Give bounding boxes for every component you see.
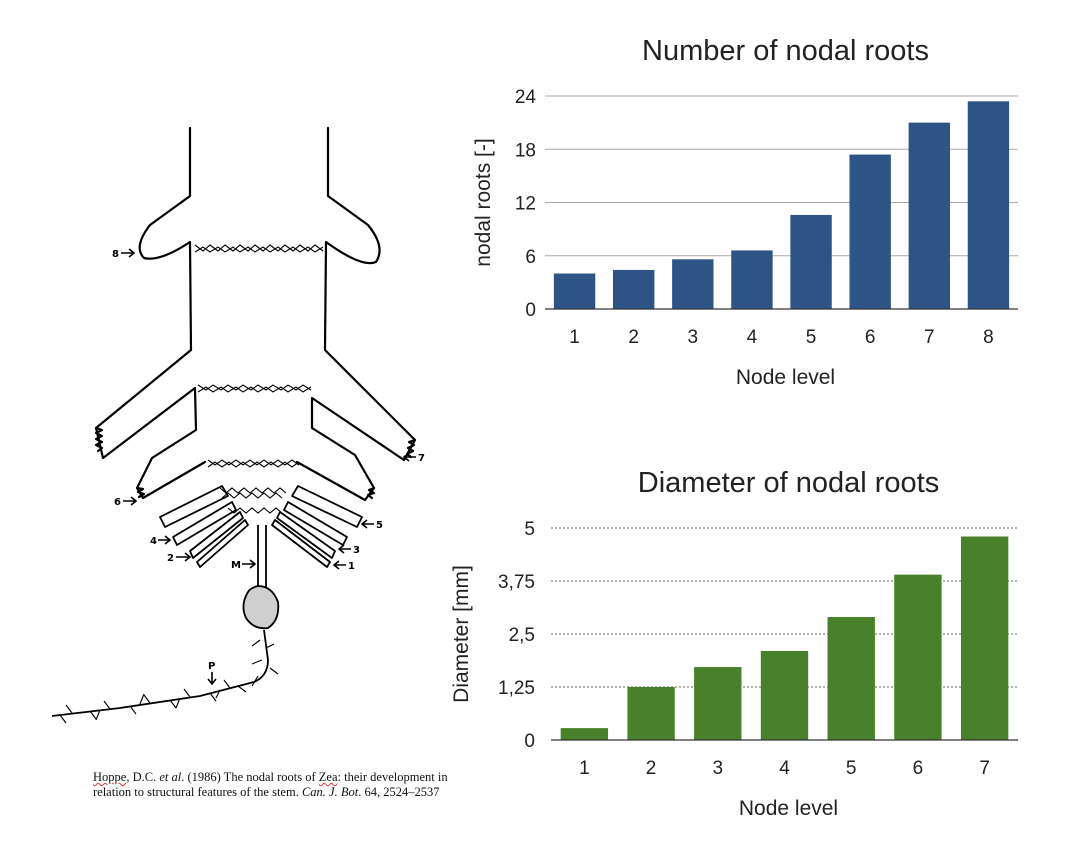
nodal-roots-diameter-svg: Diameter of nodal roots 0 1,25 2,5 3,75 5 1 2 3 4… [450,467,1018,820]
citation-volume: . 64, 2524–2537 [358,785,440,799]
svg-text:P: P [208,661,215,672]
diameter-y-tick-label: 2,5 [509,625,535,646]
node-label-1: 1 [332,560,355,572]
citation-title-a: . (1986) The nodal roots of [181,770,319,784]
citation-genus: Zea [318,770,338,784]
diameter-bar [960,536,1009,740]
count-bar [553,273,596,309]
citation-initials: , D.C. [126,770,160,784]
mesocotyl-label: M [231,559,257,571]
node-label-3: 3 [337,544,360,556]
node-label-8: 8 [112,248,136,260]
diameter-bar [894,574,942,740]
count-x-tick-label: 6 [865,327,876,348]
count-bar [790,214,832,309]
diameter-x-tick-label: 2 [646,758,657,779]
primary-root-label: P [207,661,217,686]
node-label-7: 7 [402,452,425,464]
svg-text:8: 8 [112,249,119,260]
svg-text:1: 1 [348,561,355,572]
count-x-tick-label: 3 [688,327,699,348]
svg-text:2: 2 [167,553,174,564]
svg-text:7: 7 [418,453,425,464]
node-label-2: 2 [167,552,192,564]
diameter-y-axis-label: Diameter [mm] [450,565,473,703]
citation-title-b: : their development in relation to struc… [93,770,448,799]
count-x-tick-label: 8 [983,327,994,348]
citation: Hoppe, D.C. et al. (1986) The nodal root… [93,770,473,800]
diameter-y-tick-label: 3,75 [498,572,535,593]
count-y-tick-label: 12 [515,194,536,215]
diameter-bar [560,728,609,740]
count-x-tick-label: 4 [747,327,758,348]
node-label-5: 5 [360,519,383,531]
count-bar [849,154,891,309]
diameter-bar [827,617,875,740]
svg-text:4: 4 [150,536,157,547]
nodal-roots-diagram: 8 7 6 5 4 3 2 1 M P [51,126,425,724]
count-x-tick-label: 1 [569,327,580,348]
count-bar [967,101,1010,309]
count-chart-title: Number of nodal roots [642,35,929,67]
count-x-tick-label: 2 [628,327,639,348]
nodal-roots-count-chart: Number of nodal roots 0 6 12 18 24 1 2 3 4 5 6 7 8 Nod… [450,0,1070,400]
count-x-tick-label: 7 [924,327,935,348]
count-y-tick-label: 18 [515,140,536,161]
count-y-tick-label: 6 [525,247,536,268]
diameter-x-tick-label: 3 [712,758,723,779]
svg-text:M: M [231,560,241,571]
citation-etal: et al [159,770,182,784]
citation-journal: Can. J. Bot [301,785,359,799]
count-y-tick-label: 24 [515,87,537,108]
nodal-roots-diameter-chart: Diameter of nodal roots 0 1,25 2,5 3,75 5 1 2 3 4… [450,440,1070,840]
diameter-chart-title: Diameter of nodal roots [638,467,939,499]
count-bar [672,259,714,309]
count-y-tick-label: 0 [525,300,536,321]
count-x-axis-label: Node level [736,366,835,389]
diameter-x-tick-label: 6 [913,758,924,779]
diameter-y-tick-label: 5 [524,519,535,540]
diameter-bar [694,667,742,740]
diameter-y-tick-label: 0 [524,731,535,752]
svg-text:6: 6 [114,497,121,508]
diameter-bar [627,687,675,740]
diameter-x-tick-label: 1 [579,758,590,779]
svg-text:3: 3 [353,545,360,556]
node-label-4: 4 [150,535,172,547]
diameter-x-tick-label: 5 [846,758,857,779]
diameter-x-axis-label: Node level [739,797,838,820]
count-bar [731,250,773,309]
diameter-y-tick-label: 1,25 [498,678,535,699]
diameter-x-tick-label: 4 [779,758,790,779]
citation-authors: Hoppe [93,770,127,784]
svg-text:5: 5 [376,520,383,531]
count-bar [612,269,655,309]
diameter-x-tick-label: 7 [979,758,990,779]
node-label-6: 6 [114,496,138,508]
count-y-axis-label: nodal roots [-] [472,138,495,266]
diameter-bar [760,650,809,740]
count-x-tick-label: 5 [806,327,817,348]
count-bar [908,122,951,309]
